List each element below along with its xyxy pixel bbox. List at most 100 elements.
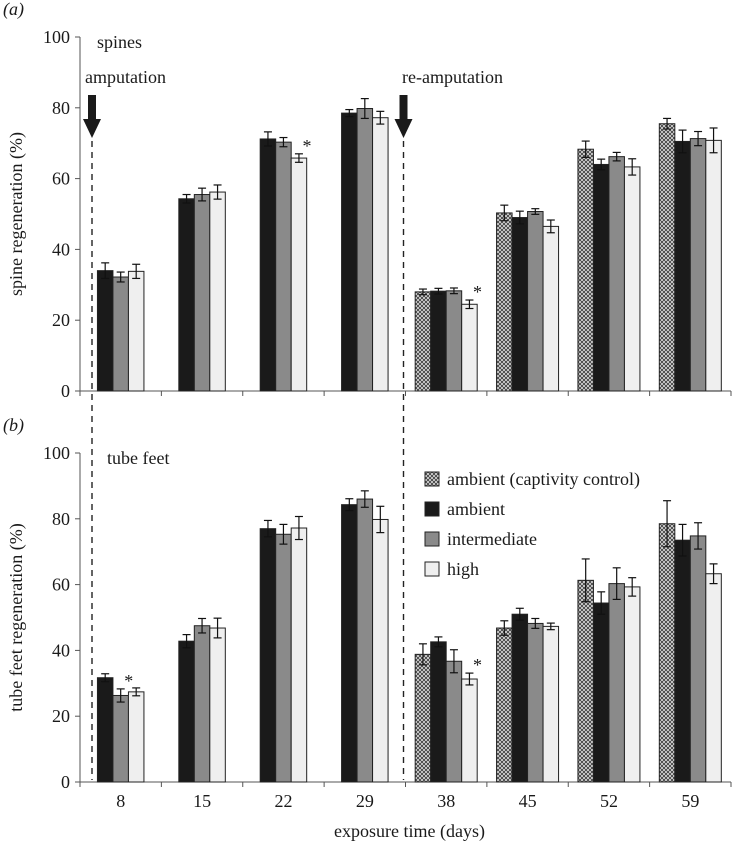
bar-ambient-captivity-control-day-45 — [496, 627, 513, 783]
significance-mark: * — [124, 671, 133, 691]
bar-high-day-15 — [209, 627, 226, 783]
bar-high-day-38 — [461, 678, 478, 783]
panel-title: spines — [97, 32, 142, 52]
y-tick-label: 20 — [52, 310, 70, 330]
y-tick-label: 100 — [43, 27, 70, 47]
bar-intermediate-day-38 — [445, 660, 463, 783]
panel-label: (b) — [3, 415, 24, 436]
bar-ambient-day-8 — [96, 270, 114, 392]
bar-high-day-8 — [127, 691, 145, 783]
bar-high-day-22 — [290, 157, 308, 392]
panel-a: 0 20 40 60 80 100 spine regeneration (%) (a) spi… — [3, 0, 732, 401]
bar-ambient-day-45 — [511, 613, 529, 783]
significance-mark: * — [473, 655, 482, 675]
y-tick-label: 0 — [61, 772, 70, 792]
bar-ambient-day-22 — [259, 138, 277, 392]
y-axis-title: spine regeneration (%) — [6, 132, 27, 296]
y-tick-label: 40 — [52, 640, 70, 660]
bar-ambient-day-8 — [96, 677, 114, 783]
arrow-shaft — [399, 95, 408, 121]
bar-intermediate-day-59 — [689, 138, 707, 392]
legend-label-ambient: ambient — [447, 499, 505, 519]
x-axis-title: exposure time (days) — [334, 821, 485, 842]
legend-label-ambient-captivity-control: ambient (captivity control) — [447, 469, 640, 490]
significance-mark: * — [473, 282, 482, 302]
bar-ambient-day-59 — [674, 539, 691, 783]
bar-high-day-59 — [705, 573, 722, 783]
bar-high-day-59 — [705, 139, 722, 392]
bar-ambient-day-15 — [178, 198, 195, 392]
x-tick-label: 15 — [193, 791, 211, 811]
x-tick-label: 45 — [519, 791, 537, 811]
y-tick-label: 60 — [52, 169, 70, 189]
y-axis-title: tube feet regeneration (%) — [6, 523, 27, 711]
y-tick-label: 80 — [52, 98, 70, 118]
legend-label-intermediate: intermediate — [447, 529, 537, 549]
x-tick-label: 38 — [437, 791, 455, 811]
bar-high-day-45 — [542, 625, 560, 783]
panel-b: 0 20 40 60 80 100 8 15 22 29 38 45 52 59 exposure time… — [3, 415, 732, 842]
bar-high-day-29 — [372, 518, 389, 783]
bar-intermediate-day-45 — [527, 211, 544, 392]
bar-ambient-captivity-control-day-59 — [658, 523, 676, 783]
annotation-amputation: amputation — [85, 67, 166, 87]
bar-ambient-captivity-control-day-38 — [414, 291, 432, 392]
bar-ambient-day-38 — [430, 290, 447, 392]
bar-ambient-captivity-control-day-59 — [658, 123, 676, 392]
bar-intermediate-day-29 — [356, 498, 374, 783]
bar-intermediate-day-45 — [527, 622, 544, 783]
x-tick-label: 29 — [356, 791, 374, 811]
bar-ambient-day-38 — [430, 641, 447, 783]
y-tick-label: 0 — [61, 381, 70, 401]
x-tick-label: 59 — [681, 791, 699, 811]
bar-ambient-day-52 — [592, 602, 610, 783]
legend-swatch-intermediate — [424, 531, 440, 547]
legend-swatch-high — [424, 561, 440, 577]
arrow-head — [83, 119, 101, 138]
bar-intermediate-day-15 — [193, 625, 211, 783]
bar-high-day-52 — [623, 166, 641, 392]
bar-ambient-day-29 — [341, 504, 358, 783]
panel-label: (a) — [3, 0, 24, 20]
bar-high-day-52 — [623, 586, 641, 783]
y-tick-label: 40 — [52, 239, 70, 259]
x-tick-label: 8 — [116, 791, 125, 811]
bar-high-day-8 — [127, 270, 145, 392]
bar-ambient-captivity-control-day-38 — [414, 653, 432, 783]
y-tick-label: 60 — [52, 575, 70, 595]
legend-swatch-ambient — [424, 501, 440, 517]
bar-intermediate-day-22 — [275, 533, 292, 783]
bar-ambient-day-52 — [592, 163, 610, 392]
x-tick-label: 52 — [600, 791, 618, 811]
bar-ambient-day-45 — [511, 217, 529, 392]
panel-title: tube feet — [107, 448, 169, 468]
bar-intermediate-day-52 — [608, 156, 625, 392]
significance-mark: * — [302, 136, 311, 156]
bar-ambient-captivity-control-day-52 — [577, 148, 594, 392]
legend-label-high: high — [447, 559, 479, 579]
bar-intermediate-day-29 — [356, 108, 374, 392]
bar-intermediate-day-22 — [275, 141, 292, 392]
bar-ambient-day-59 — [674, 140, 691, 392]
arrow-shaft — [88, 95, 96, 121]
bar-high-day-29 — [372, 117, 389, 392]
bar-ambient-day-15 — [178, 640, 195, 783]
bar-high-day-38 — [461, 303, 478, 392]
bar-ambient-captivity-control-day-45 — [496, 212, 513, 392]
bar-high-day-45 — [542, 225, 560, 392]
x-tick-label: 22 — [274, 791, 292, 811]
annotation-re-amputation: re-amputation — [402, 67, 503, 87]
legend-swatch-ambient-captivity-control — [424, 471, 440, 487]
bar-intermediate-day-8 — [112, 694, 129, 783]
bar-intermediate-day-52 — [608, 583, 625, 783]
amputation-annotations: amputation re-amputation — [83, 67, 503, 780]
bar-high-day-22 — [290, 527, 308, 783]
bar-ambient-captivity-control-day-52 — [577, 579, 594, 783]
bar-ambient-day-22 — [259, 528, 277, 783]
y-tick-label: 20 — [52, 706, 70, 726]
bar-intermediate-day-15 — [193, 194, 211, 392]
y-tick-label: 100 — [43, 443, 70, 463]
bar-intermediate-day-59 — [689, 535, 707, 783]
y-tick-label: 80 — [52, 509, 70, 529]
